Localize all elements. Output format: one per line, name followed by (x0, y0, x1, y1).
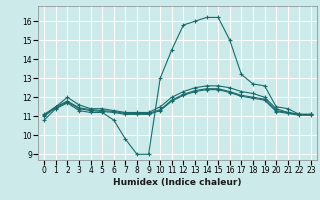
X-axis label: Humidex (Indice chaleur): Humidex (Indice chaleur) (113, 178, 242, 187)
